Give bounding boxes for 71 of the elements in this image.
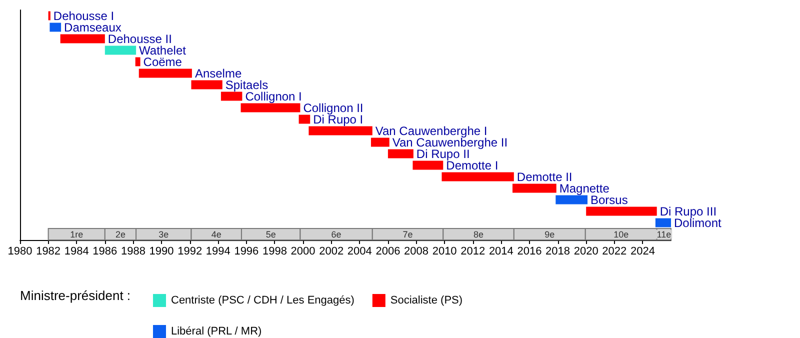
band-label: 8e	[474, 229, 484, 240]
band-label: 1re	[70, 229, 84, 240]
bar	[370, 138, 390, 147]
y-tick-label: Borsus	[590, 192, 628, 207]
bar	[135, 57, 140, 66]
bar	[412, 160, 444, 170]
y-tick-label: Wathelet	[139, 43, 187, 58]
x-tick-label: 1986	[92, 246, 118, 258]
legend-label: Socialiste (PS)	[390, 294, 463, 306]
x-tick-label: 1998	[262, 246, 287, 258]
y-tick-label: Di Rupo II	[416, 146, 470, 161]
legend-title: Ministre-président :	[20, 288, 131, 303]
y-tick-label: Damseaux	[64, 20, 122, 34]
x-tick-label: 1990	[149, 246, 174, 258]
bar	[298, 114, 310, 124]
y-tick-label: Demotte II	[516, 170, 572, 184]
bar	[388, 149, 414, 158]
bar	[442, 172, 514, 182]
bar	[138, 68, 192, 78]
y-tick-label: Anselme	[194, 66, 242, 80]
y-tick-label: Dehousse II	[108, 32, 172, 46]
band-label: 5e	[266, 229, 276, 240]
band-label: 7e	[402, 229, 413, 240]
x-tick-label: 1994	[206, 246, 230, 258]
x-tick-label: 2022	[602, 246, 627, 258]
bar	[50, 22, 62, 32]
x-tick-label: 2002	[319, 246, 344, 258]
bar	[655, 218, 671, 228]
bar	[240, 103, 300, 112]
x-tick-label: 2004	[347, 246, 372, 258]
x-tick-label: 1984	[64, 246, 89, 258]
bar	[104, 46, 136, 55]
y-tick-label: Dehousse I	[53, 8, 114, 23]
x-tick-label: 1988	[120, 246, 146, 258]
band-label: 4e	[211, 229, 222, 240]
y-tick-label: Collignon II	[303, 100, 364, 115]
bar	[556, 195, 588, 204]
x-tick-label: 2014	[488, 246, 514, 258]
legend-label: Libéral (PRL / MR)	[171, 326, 262, 338]
x-tick-label: 2024	[630, 246, 655, 258]
y-tick-label: Van Cauwenberghe I	[375, 124, 488, 138]
x-tick-label: 1980	[8, 246, 32, 258]
x-tick-label: 2018	[546, 246, 570, 258]
band-label: 10e	[614, 229, 629, 240]
band-label: 11e	[656, 229, 672, 240]
bar	[308, 126, 372, 136]
y-tick-label: Collignon I	[245, 89, 302, 104]
bar	[512, 184, 556, 193]
x-tick-label: 2000	[290, 246, 316, 258]
x-tick-label: 2006	[376, 246, 400, 258]
band-label: 9e	[544, 229, 555, 240]
x-tick-label: 2010	[432, 246, 457, 258]
band-label: 2e	[115, 229, 126, 240]
y-tick-label: Di Rupo III	[660, 204, 717, 218]
band-label: 3e	[158, 229, 169, 240]
x-tick-label: 1996	[234, 246, 259, 258]
y-tick-label: Spitaels	[225, 78, 268, 92]
legend-label: Centriste (PSC / CDH / Les Engagés)	[171, 294, 354, 306]
bar	[191, 80, 222, 90]
y-tick-label: Magnette	[559, 181, 610, 196]
band-label: 6e	[331, 229, 342, 240]
x-tick-label: 2008	[404, 246, 429, 258]
bar	[586, 206, 657, 216]
bar	[60, 34, 105, 44]
bar	[220, 92, 242, 101]
x-tick-label: 2020	[574, 246, 598, 258]
x-tick-label: 2016	[517, 246, 542, 258]
y-tick-label: Coëme	[143, 54, 182, 69]
x-tick-label: 1992	[178, 246, 202, 258]
x-tick-label: 2012	[460, 246, 486, 258]
x-tick-label: 1982	[36, 246, 61, 258]
